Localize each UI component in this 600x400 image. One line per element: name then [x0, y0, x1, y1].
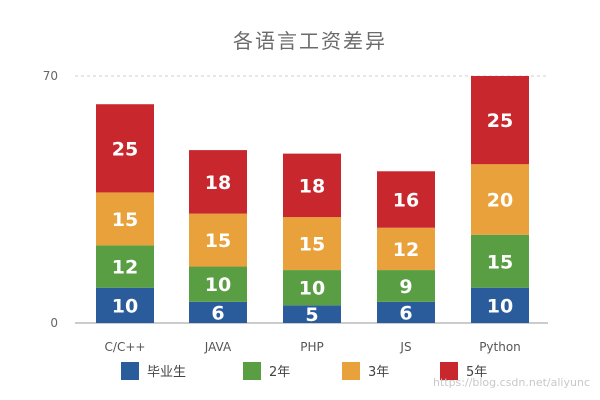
- legend-label: 2年: [269, 365, 290, 380]
- bar-segment: [189, 266, 247, 302]
- legend-label: 5年: [466, 365, 487, 380]
- bar-value-label: 15: [205, 230, 231, 252]
- legend-swatch: [121, 362, 139, 380]
- chart-title: 各语言工资差异: [233, 29, 387, 53]
- bar-segment: [283, 217, 341, 271]
- bar-value-label: 12: [112, 257, 138, 279]
- bar-segment: [471, 164, 529, 235]
- bar-value-label: 18: [205, 172, 231, 194]
- category-label: C/C++: [105, 340, 146, 354]
- bar-segment: [96, 104, 154, 193]
- legend-swatch: [243, 362, 261, 380]
- bar-segment: [377, 171, 435, 228]
- bar-value-label: 10: [112, 295, 138, 317]
- bar-segment: [96, 287, 154, 323]
- category-label: Python: [479, 340, 521, 354]
- watermark-text: https://blog.csdn.net/aliyunc: [433, 376, 590, 389]
- legend-label: 3年: [368, 365, 389, 380]
- bar-value-label: 16: [393, 190, 419, 212]
- bar-value-label: 25: [112, 138, 138, 160]
- legend: 毕业生 2年 3年 5年: [121, 362, 487, 380]
- bar-segment: [471, 234, 529, 288]
- bar-value-label: 10: [487, 295, 513, 317]
- bar-segment: [377, 227, 435, 271]
- category-labels-group: C/C++ JAVA PHP JS Python: [105, 340, 521, 354]
- bar-segment: [96, 245, 154, 288]
- bar-value-label: 9: [399, 276, 412, 298]
- bar-segment: [96, 192, 154, 246]
- legend-swatch: [342, 362, 360, 380]
- bars-group: 10 12 15 25 6 10 15 18 5 10 15 18 6 9 12 16 10 15 20 25: [96, 76, 529, 326]
- y-tick-label-zero: 0: [50, 316, 58, 330]
- bar-value-label: 15: [299, 234, 325, 256]
- bar-segment: [283, 305, 341, 323]
- bar-segment: [189, 213, 247, 267]
- bar-value-label: 15: [487, 251, 513, 273]
- bar-segment: [189, 301, 247, 323]
- legend-label: 毕业生: [147, 365, 186, 380]
- bar-segment: [189, 150, 247, 214]
- bar-value-label: 6: [211, 302, 224, 324]
- bar-segment: [471, 287, 529, 323]
- bar-value-label: 15: [112, 209, 138, 231]
- bar-segment: [471, 76, 529, 165]
- bar-segment: [377, 270, 435, 302]
- bar-value-label: 6: [399, 302, 412, 324]
- bar-segment: [283, 153, 341, 218]
- bar-segment: [377, 301, 435, 323]
- bar-value-label: 12: [393, 239, 419, 261]
- category-label: JS: [399, 340, 411, 354]
- bar-value-label: 10: [299, 278, 325, 300]
- bar-value-label: 10: [205, 274, 231, 296]
- category-label: JAVA: [204, 340, 232, 354]
- y-tick-label-max: 70: [43, 69, 58, 83]
- bar-value-label: 20: [487, 190, 513, 212]
- bar-value-label: 5: [305, 304, 318, 326]
- bar-value-label: 25: [487, 110, 513, 132]
- legend-swatch: [440, 362, 458, 380]
- bar-segment: [283, 270, 341, 306]
- category-label: PHP: [300, 340, 324, 354]
- bar-value-label: 18: [299, 175, 325, 197]
